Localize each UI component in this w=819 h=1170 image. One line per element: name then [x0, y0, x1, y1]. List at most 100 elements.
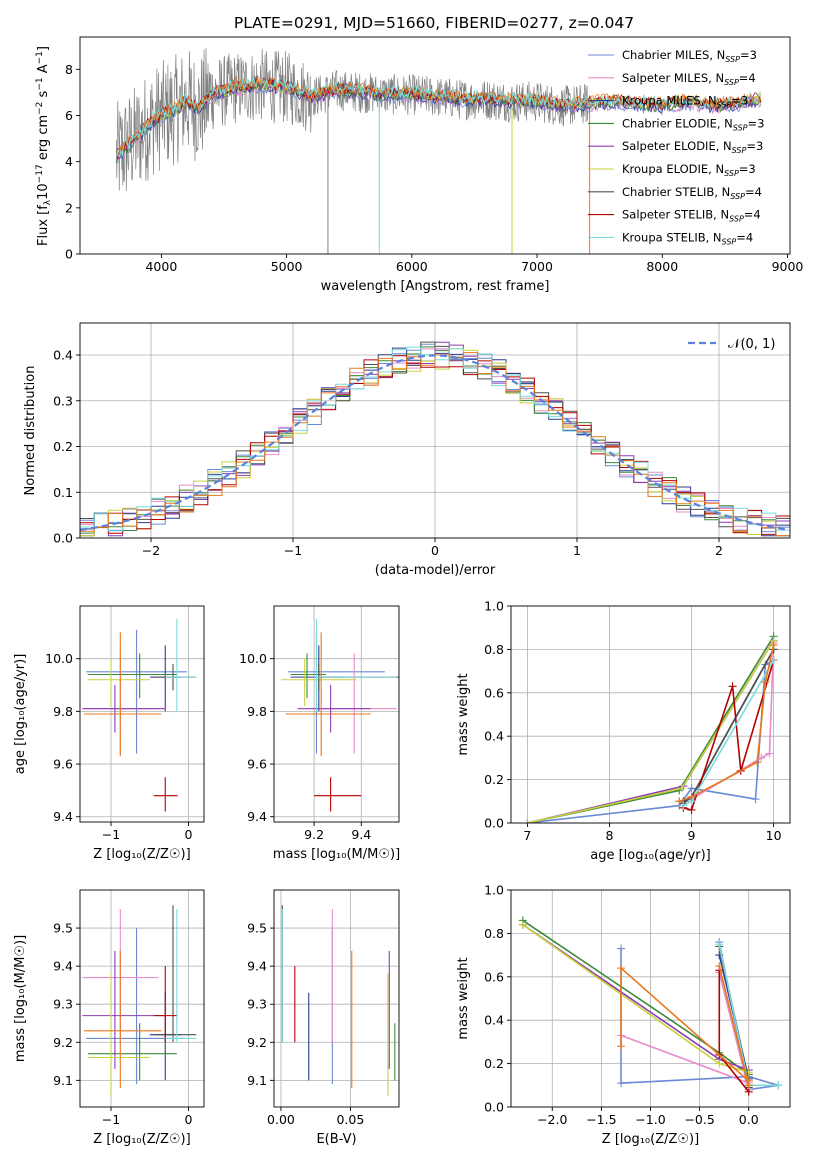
mass-weight-point [687, 792, 696, 801]
y-axis-label: Normed distribution [23, 366, 38, 496]
y-tick-label: 9.4 [247, 809, 267, 824]
y-tick-label: 9.4 [53, 809, 73, 824]
legend-entry-label: Salpeter STELIB, NSSP=4 [622, 208, 761, 224]
axes-frame [273, 889, 400, 1108]
mass-weight-point [774, 1081, 783, 1090]
x-axis-label: Z [log₁₀(Z/Z☉)] [602, 1132, 699, 1147]
y-tick-label: 10.0 [45, 651, 73, 666]
y-axis-label: mass weight [456, 673, 471, 755]
mass-weight-line [678, 644, 775, 803]
x-tick-label: −1.0 [635, 1112, 665, 1127]
mass-weight-point [757, 753, 766, 762]
mass-weight-point [715, 1059, 724, 1068]
mass-weight-line [679, 642, 775, 803]
x-tick-label: 8 [605, 828, 613, 843]
mass-vs-EBV-panel: 0.00 0.05 9.1 9.2 9.3 9.4 9.5 E(B-V) [247, 889, 400, 1147]
histogram-series [80, 355, 790, 535]
y-tick-label: 9.2 [53, 1035, 73, 1050]
x-axis-label: E(B-V) [316, 1132, 356, 1147]
axes-frame [510, 605, 791, 824]
x-axis-label: wavelength [Angstrom, rest frame] [321, 279, 550, 294]
y-tick-label: 9.5 [247, 921, 267, 936]
age-vs-Z-plot-area [82, 619, 197, 812]
mass-weight-point [744, 1081, 753, 1090]
observed-spectrum [115, 48, 590, 191]
x-tick-label: 9.2 [304, 827, 324, 842]
x-axis-label: Z [log₁₀(Z/Z☉)] [93, 1132, 190, 1147]
x-tick-label: 10 [766, 828, 782, 843]
y-tick-label: 0.0 [484, 816, 504, 831]
y-tick-label: 8 [65, 62, 73, 77]
mass-weight-point [715, 961, 724, 970]
y-tick-label: 9.3 [53, 997, 73, 1012]
legend-entry-label: Kroupa ELODIE, NSSP=3 [622, 162, 756, 178]
mass-weight-point [761, 677, 770, 686]
y-tick-label: 0.4 [484, 729, 504, 744]
y-axis-label: mass weight [456, 957, 471, 1039]
y-tick-label: 0.6 [484, 969, 504, 984]
model-spectrum [116, 76, 762, 156]
legend: Chabrier MILES, NSSP=3 Salpeter MILES, NS… [588, 48, 764, 246]
legend-entry-label: 𝒩(0, 1) [728, 337, 775, 352]
legend-entry-label: Salpeter MILES, NSSP=4 [622, 71, 756, 87]
mass-weight-point [728, 682, 737, 691]
y-tick-label: 0.8 [484, 642, 504, 657]
x-tick-label: 7000 [521, 259, 553, 274]
y-tick-label: 0.1 [53, 485, 73, 500]
mass-weight-point [687, 784, 696, 793]
y-tick-label: 4 [65, 154, 73, 169]
mass-vs-Z-panel: −1 0 9.1 9.2 9.3 9.4 9.5 Z [log₁₀(Z/Z☉)] mass [l… [13, 889, 205, 1147]
y-tick-label: 1.0 [484, 599, 504, 614]
y-tick-label: 9.6 [53, 757, 73, 772]
y-tick-label: 9.8 [247, 704, 267, 719]
y-tick-label: 6 [65, 108, 73, 123]
y-tick-label: 0.2 [53, 439, 73, 454]
x-axis-label: mass [log₁₀(M/M☉)] [273, 847, 400, 862]
axes-frame [79, 36, 791, 255]
massweight-vs-Z-plot-area [518, 916, 783, 1096]
age-vs-mass-plot-area [281, 619, 399, 812]
massweight-vs-age-panel: 7 8 9 10 0.0 0.2 0.4 0.6 0.8 1.0 age [log₁₀(age/yr… [456, 599, 791, 863]
axes-frame [273, 605, 400, 823]
y-tick-label: 9.4 [53, 959, 73, 974]
x-tick-label: 2 [715, 543, 723, 558]
x-tick-label: 1 [573, 543, 581, 558]
y-tick-label: 9.8 [53, 704, 73, 719]
mass-weight-point [617, 964, 626, 973]
y-tick-label: 1.0 [484, 883, 504, 898]
x-tick-label: 9.4 [351, 827, 371, 842]
age-vs-Z-panel: −1 0 9.4 9.6 9.8 10.0 Z [log₁₀(Z/Z☉)] age [log₁… [13, 605, 205, 862]
y-tick-label: 0.0 [53, 531, 73, 546]
x-tick-label: 0.0 [739, 1112, 759, 1127]
y-tick-label: 9.5 [53, 921, 73, 936]
y-tick-label: 2 [65, 200, 73, 215]
histogram-series [80, 341, 790, 537]
x-tick-label: 0.05 [336, 1112, 364, 1127]
spectrum-panel: 4000 5000 6000 7000 8000 9000 0 2 4 6 8 Chabrier MI… [35, 36, 803, 294]
histogram-series [80, 341, 790, 529]
mass-weight-point [765, 749, 774, 758]
x-tick-label: 6000 [396, 259, 428, 274]
y-tick-label: 0.2 [484, 1056, 504, 1071]
x-axis-label: (data-model)/error [375, 563, 496, 578]
x-axis-label: age [log₁₀(age/yr)] [590, 848, 711, 863]
mass-vs-Z-plot-area [82, 905, 197, 1096]
figure-title: PLATE=0291, MJD=51660, FIBERID=0277, z=0… [234, 14, 634, 32]
y-tick-label: 0.4 [484, 1013, 504, 1028]
x-tick-label: −2 [142, 543, 160, 558]
mass-weight-point [679, 801, 688, 810]
mass-weight-point [523, 819, 532, 823]
legend-entry-label: Salpeter ELODIE, NSSP=3 [622, 139, 763, 155]
x-tick-label: 4000 [145, 259, 177, 274]
mass-weight-point [769, 641, 778, 650]
x-tick-label: −1.5 [586, 1112, 616, 1127]
mass-weight-point [753, 758, 762, 767]
x-tick-label: 7 [523, 828, 531, 843]
x-tick-label: 0.00 [267, 1112, 295, 1127]
x-tick-label: 5000 [271, 259, 303, 274]
mass-weight-point [677, 784, 686, 793]
residuals-panel: −2 −1 0 1 2 0.0 0.1 0.2 0.3 0.4 𝒩(0, 1) (data-model… [23, 322, 791, 578]
mass-weight-point [675, 797, 684, 806]
legend-entry-label: Chabrier ELODIE, NSSP=3 [622, 116, 764, 132]
